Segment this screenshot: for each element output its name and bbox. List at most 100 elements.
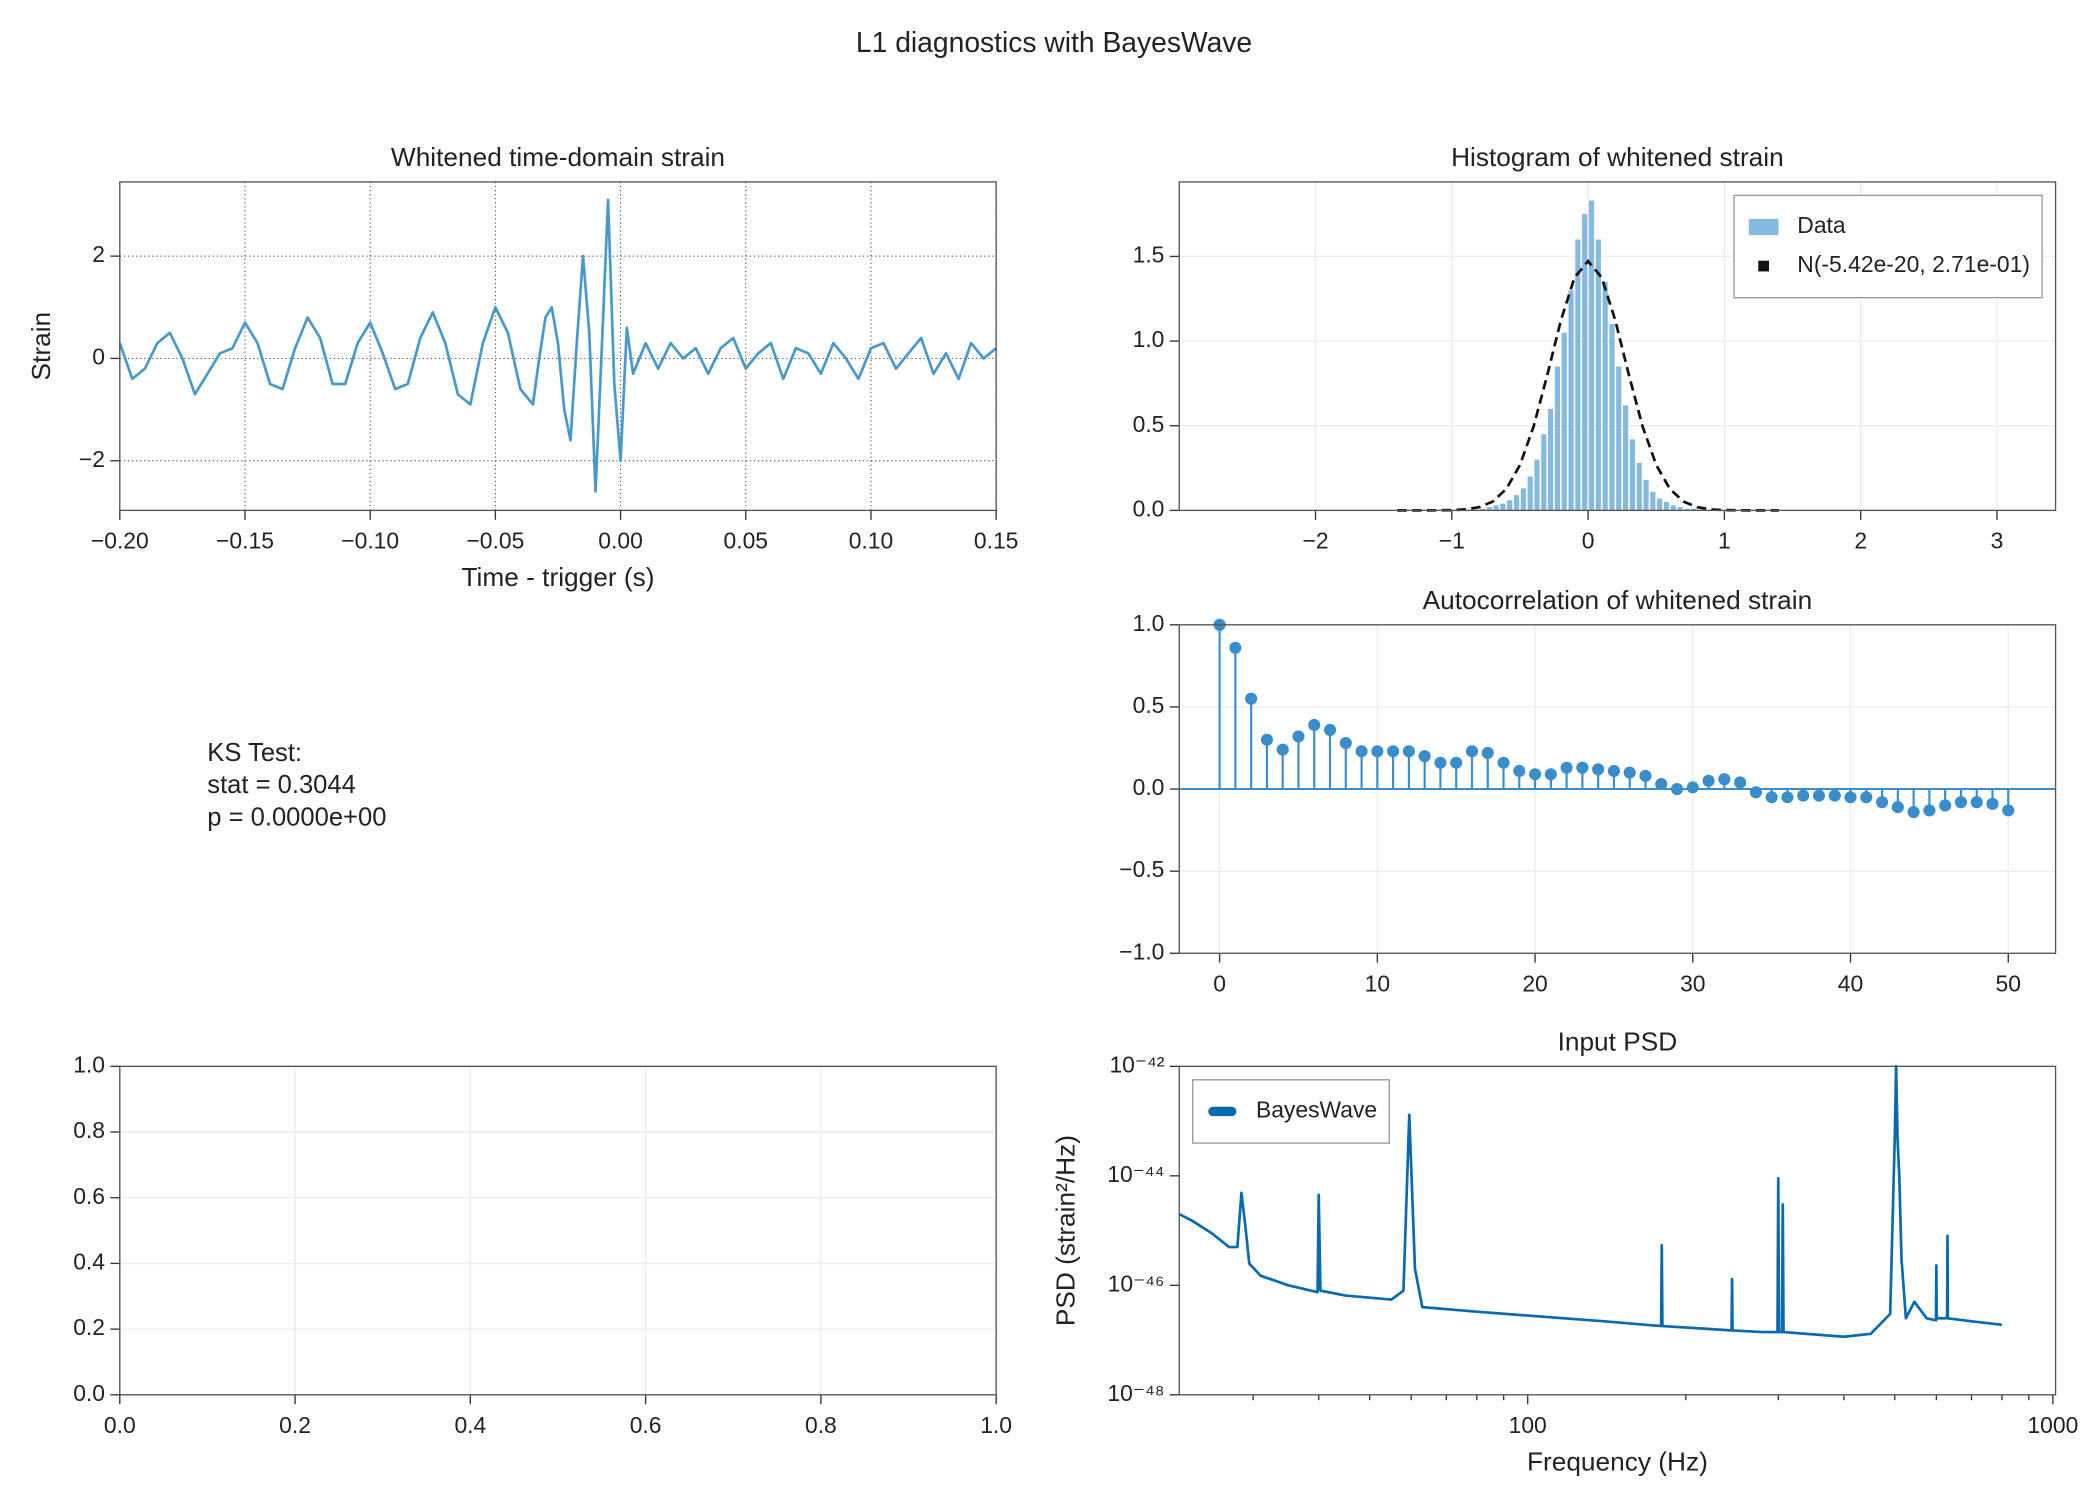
stem-marker	[1276, 743, 1289, 756]
y-tick-label: −0.5	[1119, 856, 1164, 882]
stem-marker	[1402, 745, 1415, 758]
histogram-bar	[1602, 281, 1608, 511]
x-axis-label: Time - trigger (s)	[461, 562, 654, 592]
y-tick-label: −2	[79, 446, 105, 472]
stem-marker	[1797, 789, 1810, 802]
axes-frame	[119, 1065, 997, 1396]
histogram-bar	[1609, 324, 1615, 511]
stem-marker	[1686, 781, 1699, 794]
annotation: stat = 0.3044	[207, 771, 356, 799]
x-tick-label: −0.05	[466, 528, 524, 554]
axes-title: Whitened time-domain strain	[391, 142, 725, 172]
histogram-bar	[1575, 239, 1581, 511]
x-tick-label: 20	[1522, 971, 1547, 997]
stem-marker	[1670, 782, 1684, 796]
y-tick-label: 10⁻⁴²	[1109, 1051, 1164, 1077]
fit-curve	[1397, 259, 1779, 512]
x-tick-label: −0.15	[216, 528, 274, 554]
x-tick-label: 1.0	[980, 1412, 1012, 1438]
stem-marker	[1355, 745, 1368, 758]
stem-marker	[1339, 736, 1352, 750]
stem-marker	[1607, 764, 1620, 778]
histogram-bar	[1554, 366, 1561, 511]
stem-marker	[1465, 745, 1479, 758]
stem-marker	[1765, 791, 1778, 804]
stem-marker	[1308, 718, 1321, 732]
x-tick-label: 2	[1854, 528, 1867, 554]
x-tick-label: 40	[1838, 971, 1863, 997]
stem-marker	[1529, 768, 1542, 781]
y-tick-label: 0.0	[73, 1380, 105, 1406]
stem-marker	[1513, 764, 1526, 778]
stem-marker	[1544, 768, 1557, 781]
stem-marker	[1387, 745, 1400, 758]
annotation: KS Test:	[207, 739, 302, 767]
stem-marker	[1623, 766, 1636, 779]
stem-marker	[1655, 778, 1668, 791]
stem-marker	[1939, 799, 1952, 812]
histogram-bar	[1691, 508, 1697, 511]
x-axis-label: Frequency (Hz)	[1527, 1446, 1708, 1476]
y-tick-label: 0.5	[1133, 692, 1165, 718]
histogram-bar	[1684, 508, 1690, 511]
stem-marker	[1260, 733, 1273, 746]
y-tick-label: 10⁻⁴⁸	[1107, 1380, 1164, 1406]
stem-marker	[1970, 796, 1983, 809]
x-tick-label: 0.0	[104, 1412, 136, 1438]
stem-marker	[1560, 761, 1573, 774]
x-tick-label: 100	[1509, 1412, 1547, 1438]
x-tick-label: 1	[1718, 528, 1731, 554]
y-tick-label: 1.0	[1133, 326, 1165, 352]
x-tick-label: 50	[1996, 971, 2021, 997]
stem-marker	[1418, 750, 1431, 763]
legend-label: Data	[1797, 212, 1846, 238]
y-tick-label: 0	[92, 343, 105, 369]
axes-frame	[1178, 1065, 2057, 1396]
stem-marker	[1812, 789, 1826, 802]
legend-label: BayesWave	[1256, 1096, 1377, 1122]
stem-marker	[1702, 774, 1715, 787]
stem-marker	[1323, 723, 1337, 736]
histogram-bar	[1663, 501, 1670, 511]
y-tick-label: 1.0	[1133, 610, 1165, 636]
y-tick-label: 0.8	[73, 1117, 105, 1143]
stem-marker	[1639, 769, 1652, 782]
legend-box	[1733, 194, 2043, 299]
histogram-bar	[1568, 290, 1574, 511]
histogram-bar	[1636, 462, 1642, 511]
stem-marker	[1245, 692, 1258, 705]
stem-marker	[1891, 801, 1904, 814]
x-tick-label: −2	[1302, 528, 1328, 554]
stem-marker	[1986, 797, 1999, 810]
x-tick-label: 0.2	[279, 1412, 311, 1438]
stem-marker	[1923, 804, 1936, 817]
stem-marker	[1371, 745, 1384, 758]
stem-marker	[1497, 756, 1510, 769]
histogram-bar	[1588, 200, 1595, 511]
x-tick-label: −0.20	[91, 528, 149, 554]
histogram-bar	[1548, 408, 1554, 511]
stem-marker	[1844, 791, 1857, 804]
y-axis-label: PSD (strain²/Hz)	[1050, 1135, 1080, 1326]
histogram-bar	[1616, 366, 1622, 511]
stem-marker	[1749, 786, 1762, 799]
histogram-bar	[1657, 498, 1663, 511]
y-axis-label: Strain	[26, 312, 56, 381]
legend-swatch	[1758, 260, 1770, 272]
line-series	[118, 198, 998, 493]
histogram-bar	[1534, 459, 1540, 511]
axes-frame	[1178, 624, 2057, 954]
stem-marker	[1576, 761, 1589, 774]
figure-title: L1 diagnostics with BayesWave	[856, 26, 1252, 58]
histogram-bar	[1677, 506, 1683, 511]
x-tick-label: 10	[1365, 971, 1390, 997]
stem-marker	[1718, 773, 1731, 786]
x-tick-label: 0.4	[454, 1412, 486, 1438]
histogram-bar	[1582, 214, 1588, 511]
axes-title: Input PSD	[1558, 1026, 1678, 1056]
legend: BayesWave	[1192, 1079, 1390, 1144]
stem-marker	[1229, 641, 1242, 654]
x-tick-label: 0	[1582, 528, 1595, 554]
y-tick-label: 1.0	[73, 1051, 105, 1077]
